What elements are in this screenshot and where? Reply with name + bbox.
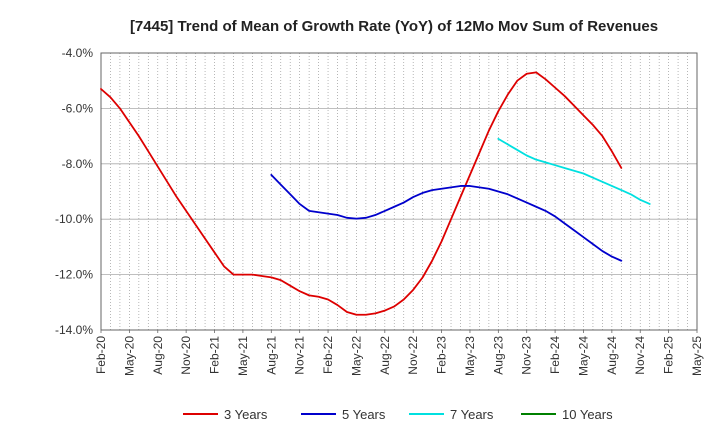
x-tick-label: Nov-20 <box>179 336 193 375</box>
x-tick-label: Feb-25 <box>662 336 676 374</box>
x-tick-label: Feb-23 <box>435 336 449 374</box>
x-tick-label: Aug-22 <box>378 336 392 375</box>
chart-title: [7445] Trend of Mean of Growth Rate (YoY… <box>130 18 658 35</box>
x-tick-label: May-25 <box>690 336 704 376</box>
y-tick-label: -8.0% <box>62 157 94 171</box>
x-tick-label: Aug-24 <box>605 336 619 375</box>
grid <box>101 52 697 331</box>
legend-label: 10 Years <box>562 407 613 422</box>
legend-label: 3 Years <box>224 407 268 422</box>
y-tick-label: -12.0% <box>55 268 93 282</box>
legend-label: 7 Years <box>450 407 494 422</box>
y-tick-label: -10.0% <box>55 212 93 226</box>
series-line-5-years <box>270 173 623 262</box>
x-tick-label: Nov-22 <box>406 336 420 375</box>
x-tick-label: Aug-23 <box>491 336 505 375</box>
x-tick-label: Aug-21 <box>264 336 278 375</box>
y-axis: -4.0% -6.0% -8.0% -10.0% -12.0% -14.0% <box>55 46 93 337</box>
legend-label: 5 Years <box>342 407 386 422</box>
x-tick-label: Nov-24 <box>633 336 647 375</box>
x-tick-label: May-20 <box>122 336 136 376</box>
y-tick-label: -4.0% <box>62 46 94 60</box>
x-tick-label: Feb-22 <box>321 336 335 374</box>
x-tick-label: May-24 <box>576 336 590 376</box>
legend: 3 Years 5 Years 7 Years 10 Years <box>183 407 613 422</box>
x-tick-label: Feb-21 <box>208 336 222 374</box>
plot-frame <box>100 52 698 331</box>
x-tick-label: Nov-23 <box>520 336 534 375</box>
x-tick-label: May-23 <box>463 336 477 376</box>
y-tick-label: -6.0% <box>62 101 94 115</box>
x-tick-label: Aug-20 <box>151 336 165 375</box>
series-lines <box>100 71 651 316</box>
x-tick-label: Feb-24 <box>548 336 562 374</box>
x-tick-label: May-22 <box>349 336 363 376</box>
series-line-7-years <box>497 137 651 205</box>
x-tick-label: Nov-21 <box>293 336 307 375</box>
y-tick-label: -14.0% <box>55 323 93 337</box>
series-line-3-years <box>100 71 623 316</box>
x-axis: Feb-20 May-20 Aug-20 Nov-20 Feb-21 May-21 Aug-… <box>94 330 704 376</box>
x-tick-label: May-21 <box>236 336 250 376</box>
x-tick-label: Feb-20 <box>94 336 108 374</box>
